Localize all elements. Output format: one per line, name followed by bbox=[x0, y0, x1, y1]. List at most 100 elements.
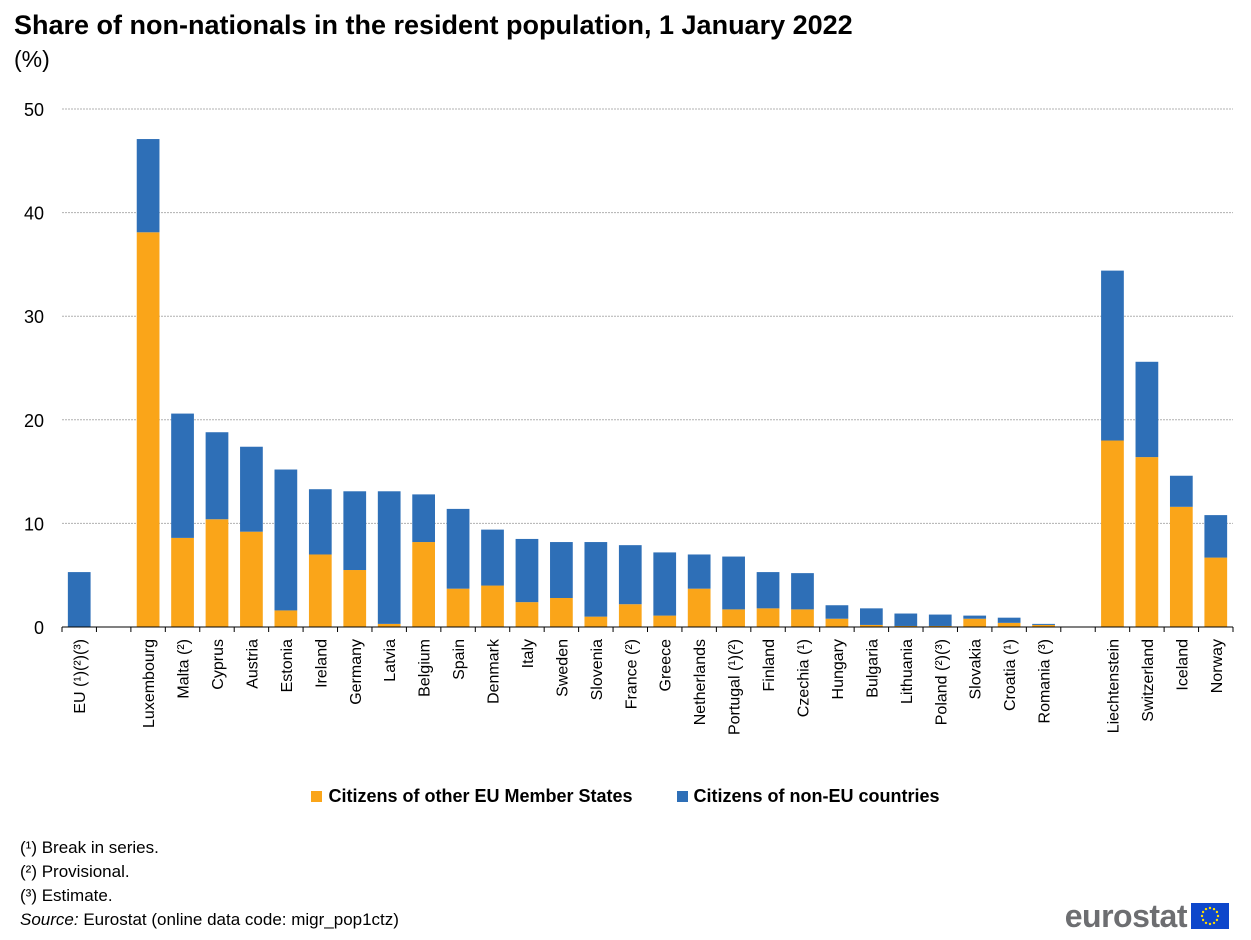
bar-non-eu-citizens bbox=[722, 556, 745, 610]
bar-non-eu-citizens bbox=[653, 552, 677, 616]
bar-non-eu-citizens bbox=[963, 615, 987, 619]
source-line: Source: Eurostat (online data code: migr… bbox=[20, 908, 399, 932]
x-tick-label: Belgium bbox=[417, 639, 434, 697]
x-tick-label: Austria bbox=[244, 639, 261, 689]
flag-star bbox=[1201, 918, 1205, 922]
legend-label-eu: Citizens of other EU Member States bbox=[328, 786, 633, 806]
bar-non-eu-citizens bbox=[618, 545, 642, 605]
flag-star bbox=[1216, 914, 1220, 918]
x-tick-label: Spain bbox=[451, 639, 468, 680]
bar-eu-citizens bbox=[756, 608, 780, 627]
x-tick-label: France (²) bbox=[623, 639, 640, 709]
bar-eu-citizens bbox=[997, 622, 1021, 627]
x-tick-label: Romania (³) bbox=[1037, 639, 1054, 723]
x-axis-tick-labels: EU (¹)(²)(³) Luxembourg Malta (²) Cyprus Aus… bbox=[72, 638, 1226, 735]
flag-star bbox=[1215, 918, 1219, 922]
bar-eu-citizens bbox=[825, 618, 849, 627]
bar-non-eu-citizens bbox=[894, 613, 918, 626]
y-tick-label: 10 bbox=[24, 514, 44, 534]
bar-non-eu-citizens bbox=[928, 614, 952, 626]
bar-non-eu-citizens bbox=[171, 413, 194, 538]
flag-star bbox=[1215, 910, 1219, 914]
bar-non-eu-citizens bbox=[1135, 361, 1159, 458]
bar-non-eu-citizens bbox=[67, 572, 91, 627]
x-tick-label: Ireland bbox=[313, 639, 330, 688]
bar-eu-citizens bbox=[481, 585, 504, 627]
bar-eu-citizens bbox=[1169, 506, 1193, 627]
x-tick-label: Slovenia bbox=[589, 639, 606, 700]
y-tick-label: 20 bbox=[24, 411, 44, 431]
bar-non-eu-citizens bbox=[825, 605, 849, 619]
x-tick-label: Liechtenstein bbox=[1105, 639, 1122, 733]
legend-item-non-eu: Citizens of non-EU countries bbox=[676, 786, 940, 807]
bar-eu-citizens bbox=[928, 625, 952, 627]
bar-eu-citizens bbox=[446, 588, 470, 627]
x-tick-label: Sweden bbox=[554, 639, 571, 697]
x-tick-label: Latvia bbox=[382, 639, 399, 682]
x-tick-label: Czechia (¹) bbox=[795, 639, 812, 717]
x-tick-label: Cyprus bbox=[210, 639, 227, 690]
x-tick-label: Hungary bbox=[830, 639, 847, 699]
flag-star bbox=[1204, 907, 1208, 911]
y-tick-label: 40 bbox=[24, 204, 44, 224]
bar-non-eu-citizens bbox=[687, 554, 711, 589]
legend-item-eu: Citizens of other EU Member States bbox=[311, 786, 633, 807]
chart-subtitle: (%) bbox=[14, 46, 50, 72]
bar-non-eu-citizens bbox=[791, 573, 814, 610]
bar-eu-citizens bbox=[515, 602, 539, 627]
flag-star bbox=[1208, 906, 1212, 910]
bar-non-eu-citizens bbox=[136, 139, 160, 233]
y-tick-label: 0 bbox=[34, 618, 44, 638]
gridlines bbox=[62, 108, 1233, 524]
bar-eu-citizens bbox=[963, 618, 987, 627]
legend: Citizens of other EU Member States Citiz… bbox=[0, 786, 1251, 807]
bar-eu-citizens bbox=[136, 232, 160, 627]
bar-eu-citizens bbox=[860, 624, 883, 627]
x-axis bbox=[61, 626, 1234, 632]
x-tick-label: Denmark bbox=[486, 638, 503, 704]
x-tick-label: Slovakia bbox=[968, 639, 985, 700]
footnote-estimate: (³) Estimate. bbox=[20, 886, 113, 905]
eurostat-logo: eurostat bbox=[1065, 900, 1229, 932]
footnote-provisional: (²) Provisional. bbox=[20, 862, 130, 881]
x-tick-label: Netherlands bbox=[692, 639, 709, 725]
bar-non-eu-citizens bbox=[860, 608, 883, 625]
x-tick-label: Bulgaria bbox=[864, 639, 881, 698]
flag-star bbox=[1212, 907, 1216, 911]
flag-star bbox=[1204, 921, 1208, 925]
bar-non-eu-citizens bbox=[446, 508, 470, 589]
flag-star bbox=[1200, 914, 1204, 918]
bar-non-eu-citizens bbox=[584, 542, 608, 617]
bar-non-eu-citizens bbox=[412, 494, 435, 543]
bar-eu-citizens bbox=[1204, 557, 1228, 627]
x-tick-label: Estonia bbox=[279, 639, 296, 692]
bar-non-eu-citizens bbox=[240, 446, 263, 532]
legend-label-non-eu: Citizens of non-EU countries bbox=[693, 786, 940, 806]
bar-eu-citizens bbox=[240, 531, 263, 627]
flag-star bbox=[1201, 910, 1205, 914]
bar-non-eu-citizens bbox=[1032, 623, 1055, 625]
legend-swatch-eu bbox=[311, 791, 323, 802]
bar-eu-citizens bbox=[687, 588, 711, 627]
bar-non-eu-citizens bbox=[550, 542, 573, 598]
x-tick-label: Norway bbox=[1209, 639, 1226, 693]
bar-non-eu-citizens bbox=[515, 538, 539, 603]
y-axis-tick-labels: 0 10 20 30 40 50 bbox=[24, 100, 44, 638]
x-tick-label: Croatia (¹) bbox=[1002, 639, 1019, 711]
bar-eu-citizens bbox=[653, 615, 677, 627]
bar-non-eu-citizens bbox=[205, 432, 229, 520]
logo-text: eurostat bbox=[1064, 898, 1188, 934]
bar-non-eu-citizens bbox=[343, 491, 367, 571]
bar-non-eu-citizens bbox=[481, 529, 504, 586]
x-tick-label: Germany bbox=[348, 639, 365, 705]
flag-star bbox=[1212, 921, 1216, 925]
footnote-break-in-series: (¹) Break in series. bbox=[20, 838, 159, 857]
legend-swatch-non-eu bbox=[676, 791, 688, 802]
source-text: Eurostat (online data code: migr_pop1ctz… bbox=[78, 910, 399, 929]
x-tick-label: Finland bbox=[761, 639, 778, 691]
x-tick-label: Italy bbox=[520, 639, 537, 668]
bar-eu-citizens bbox=[618, 604, 642, 627]
bar-eu-citizens bbox=[412, 542, 435, 627]
bar-non-eu-citizens bbox=[1101, 270, 1124, 441]
bar-eu-citizens bbox=[1032, 624, 1055, 627]
